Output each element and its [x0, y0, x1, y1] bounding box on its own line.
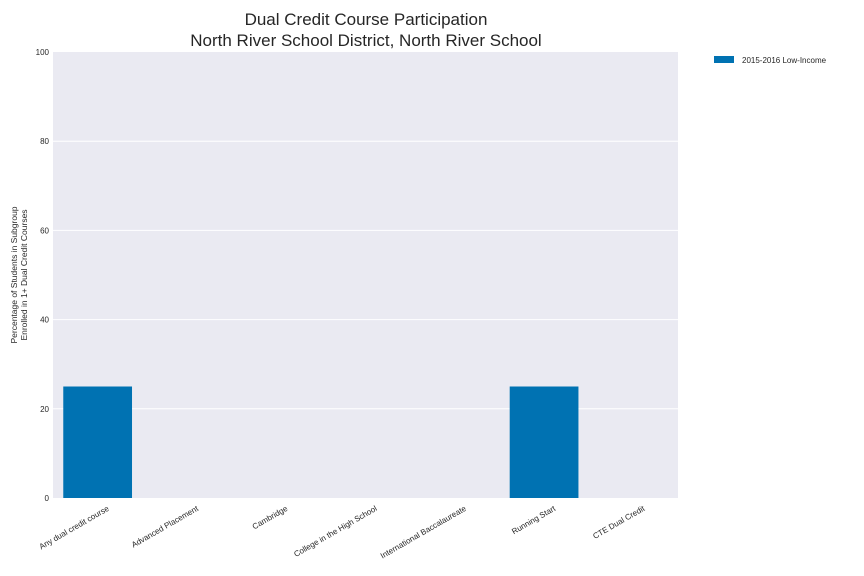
x-tick-label: Any dual credit course: [38, 504, 112, 552]
x-tick-label: Running Start: [510, 504, 558, 537]
legend-swatch: [714, 56, 734, 63]
x-tick-label: Cambridge: [251, 504, 290, 532]
y-tick-labels: 0 20 40 60 80 100: [36, 48, 50, 503]
legend: 2015-2016 Low-Income: [714, 56, 827, 65]
x-tick-label: International Baccalaureate: [379, 504, 468, 561]
y-axis-label-line-2: Enrolled in 1+ Dual Credit Courses: [19, 209, 29, 340]
chart-title-line-1: Dual Credit Course Participation: [245, 10, 488, 29]
y-tick-label: 20: [40, 405, 49, 414]
legend-label: 2015-2016 Low-Income: [742, 56, 827, 65]
bar: [509, 386, 579, 498]
x-tick-label: CTE Dual Credit: [591, 504, 647, 541]
bars: [63, 386, 579, 498]
x-tick-labels: Any dual credit course Advanced Placement…: [38, 504, 647, 561]
y-tick-label: 80: [40, 137, 49, 146]
chart-title-line-2: North River School District, North River…: [190, 31, 541, 50]
y-axis-label-line-1: Percentage of Students in Subgroup: [9, 206, 19, 343]
x-tick-label: Advanced Placement: [130, 504, 201, 550]
y-tick-label: 60: [40, 226, 49, 235]
y-tick-label: 100: [36, 48, 50, 57]
y-tick-label: 40: [40, 316, 49, 325]
plot-area: [53, 52, 678, 498]
bar: [63, 386, 133, 498]
x-tick-label: College in the High School: [292, 504, 378, 559]
y-tick-label: 0: [45, 494, 50, 503]
